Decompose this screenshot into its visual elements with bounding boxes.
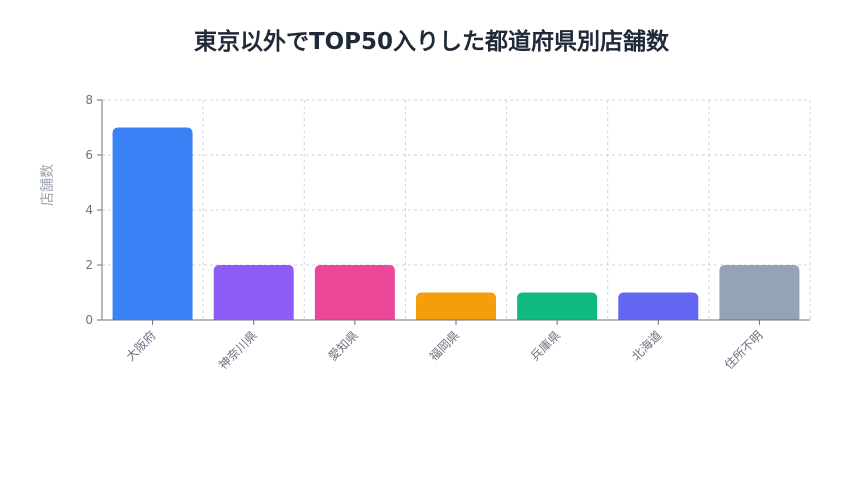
x-tick-label: 大阪府 [123,328,159,364]
y-tick-labels: 0 2 4 6 8 [85,93,93,327]
bar [416,292,496,320]
x-tick-label: 愛知県 [326,328,361,363]
x-tick-label: 福岡県 [426,328,462,364]
y-tick-label: 6 [85,148,93,162]
x-tick-label: 北海道 [628,328,664,364]
y-tick-label: 2 [85,258,93,272]
bar [618,292,699,320]
axes [97,99,810,325]
y-axis-label: 店舗数 [40,164,56,206]
grid-lines [102,99,811,321]
bar [112,127,193,320]
bars [112,127,800,320]
bar [719,265,800,320]
x-tick-label: 神奈川県 [216,328,260,372]
chart-title: 東京以外でTOP50入りした都道府県別店舗数 [193,29,670,55]
y-tick-label: 0 [85,313,93,327]
x-tick-labels: 大阪府 神奈川県 愛知県 福岡県 兵庫県 北海道 住所不明 [123,328,766,373]
x-tick-label: 兵庫県 [528,328,563,363]
y-tick-label: 4 [85,203,93,217]
y-tick-label: 8 [85,93,93,107]
bar [314,265,395,320]
bar [213,265,294,320]
bar [517,292,598,320]
x-tick-label: 住所不明 [722,328,766,372]
